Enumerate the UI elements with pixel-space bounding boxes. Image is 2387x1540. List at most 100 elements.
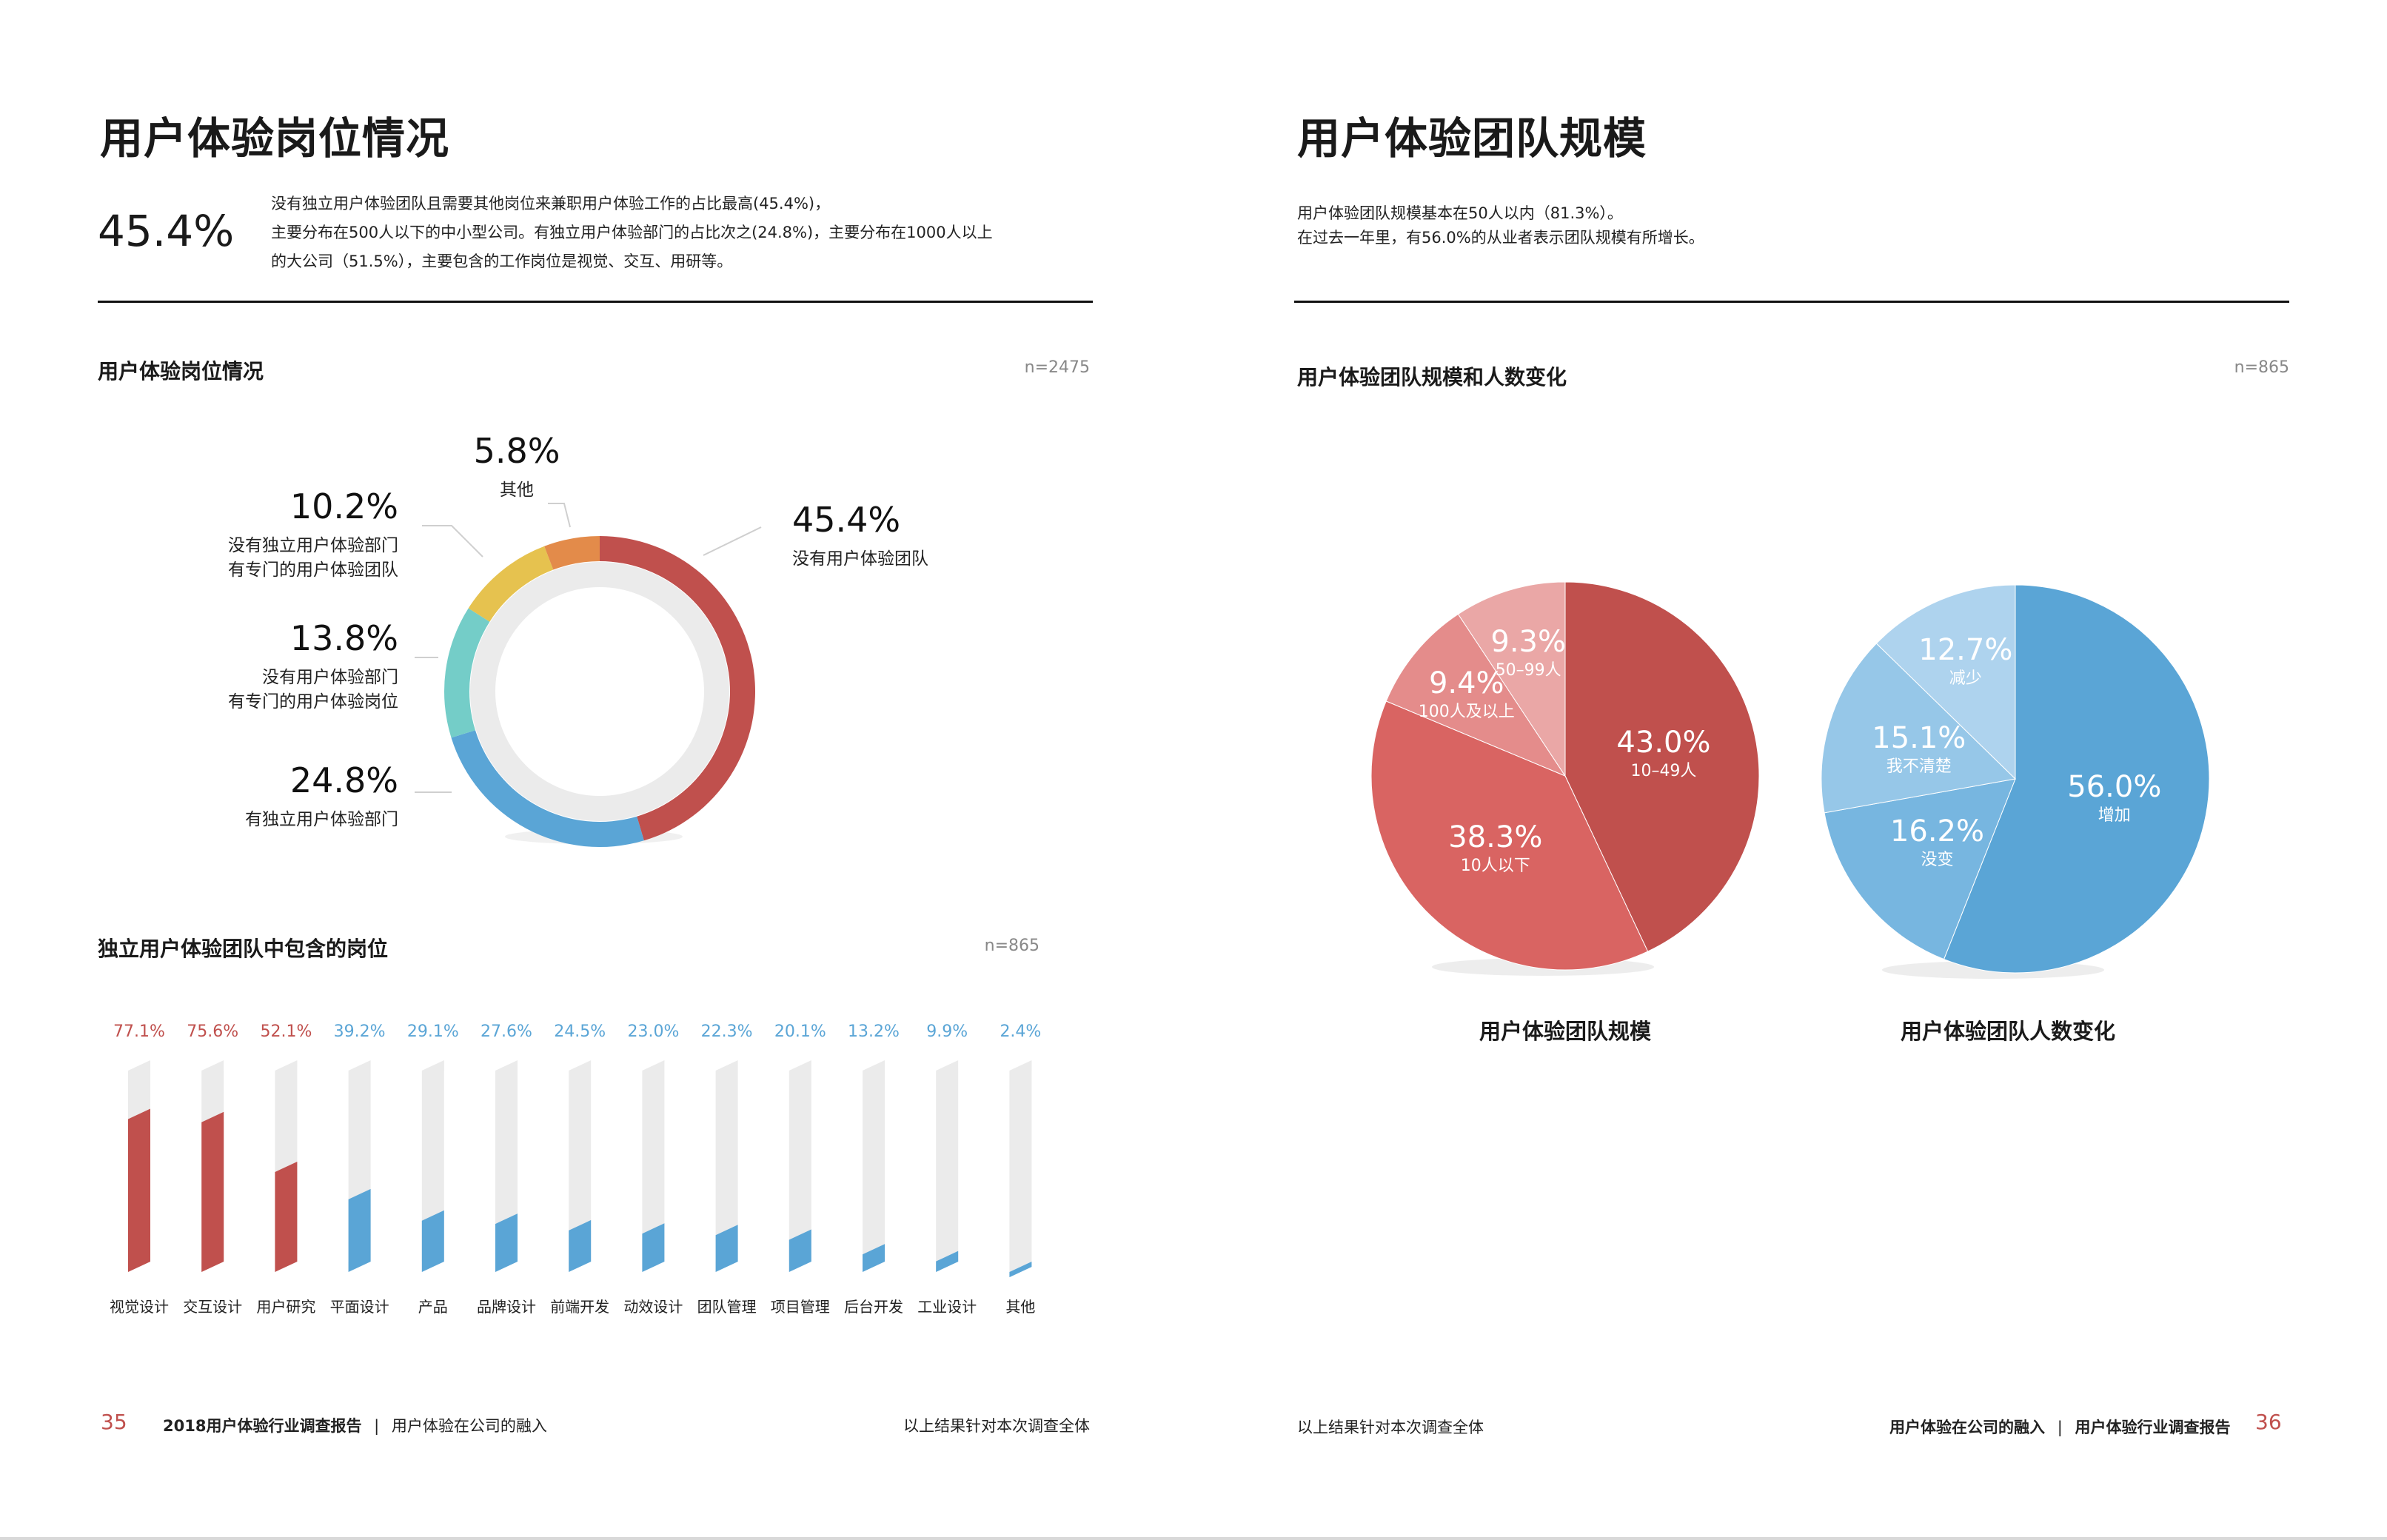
bar-track (715, 1060, 738, 1272)
team-size-pie-title: 用户体验团队规模 (1479, 1019, 1651, 1044)
team-size-pie-label: 43.0% 10–49人 (1616, 725, 1710, 783)
bar-category-label: 项目管理 (771, 1298, 830, 1316)
right-divider (1294, 301, 2289, 303)
team-change-pie-label: 15.1% 我不清楚 (1872, 720, 1966, 778)
donut-pct-label: 5.8% (474, 431, 560, 471)
bar-category-label: 品牌设计 (477, 1298, 536, 1316)
bar-category-label: 动效设计 (623, 1298, 683, 1316)
donut-category-label: 没有独立用户体验部门 (228, 536, 398, 555)
team-size-pie-pct-label: 9.3% (1490, 625, 1566, 660)
bar-9 (789, 1229, 811, 1272)
donut-pct-label: 10.2% (290, 486, 398, 526)
bar-3 (348, 1188, 371, 1272)
team-change-pie-slice-1 (1824, 778, 2016, 960)
bar-value-label: 77.1% (113, 1022, 165, 1041)
bar-section-title: 独立用户体验团队中包含的岗位 (98, 937, 389, 961)
right-section-title: 用户体验团队规模和人数变化 (1297, 365, 1567, 389)
bar-value-label: 52.1% (260, 1022, 312, 1041)
bar-2 (275, 1161, 298, 1272)
donut-slice-1 (451, 730, 644, 847)
bar-sample-size: n=865 (984, 937, 1040, 955)
bar-category-label: 用户研究 (256, 1298, 315, 1316)
donut-pct-label: 13.8% (290, 618, 398, 658)
right-page-number: 36 (2255, 1410, 2282, 1434)
right-footer-report: 用户体验行业调查报告 (2075, 1419, 2231, 1436)
bar-category-label: 平面设计 (330, 1298, 389, 1316)
left-footer-divider: | (374, 1417, 380, 1435)
right-sample-size: n=865 (2234, 358, 2289, 377)
bar-value-label: 29.1% (407, 1022, 459, 1041)
donut-inner-track (470, 562, 729, 821)
team-size-pie-category-label: 50–99人 (1495, 661, 1561, 680)
donut-pct-label: 45.4% (792, 500, 900, 540)
left-summary-line: 没有独立用户体验团队且需要其他岗位来兼职用户体验工作的占比最高(45.4%)， (271, 195, 831, 212)
bar-8 (715, 1225, 738, 1272)
bar-0 (128, 1108, 150, 1272)
team-change-pie-category-label: 我不清楚 (1886, 757, 1952, 776)
bar-value-label: 9.9% (926, 1022, 968, 1041)
left-footer-report: 2018用户体验行业调查报告 (163, 1417, 362, 1435)
bar-chart: 77.1% 视觉设计 75.6% 交互设计 52.1% 用户研究 39.2% 平面设计 29.1… (110, 1022, 1041, 1316)
page-bottom-edge (0, 1537, 2387, 1540)
bar-track (789, 1060, 811, 1272)
team-size-pie-pct-label: 9.4% (1428, 666, 1504, 700)
donut-leader-line (703, 526, 762, 556)
left-summary-line: 的大公司（51.5%），主要包含的工作岗位是视觉、交互、用研等。 (271, 252, 733, 270)
team-change-pie-pct-label: 16.2% (1889, 814, 1985, 849)
team-change-pie-pct-label: 12.7% (1918, 632, 2013, 667)
donut-category-label: 有专门的用户体验团队 (228, 560, 398, 580)
team-change-pie-title: 用户体验团队人数变化 (1900, 1019, 2115, 1044)
bar-category-label: 产品 (418, 1298, 448, 1316)
bar-10 (863, 1244, 885, 1272)
donut-leader-line (422, 525, 483, 558)
bar-track (936, 1060, 959, 1272)
team-change-pie-label: 12.7% 减少 (1918, 632, 2012, 690)
team-change-pie-slice-2 (1821, 643, 2017, 814)
team-size-pie-pct-label: 43.0% (1616, 726, 1711, 760)
team-size-pie-label: 38.3% 10人以下 (1448, 820, 1542, 877)
left-footer-chapter: 用户体验在公司的融入 (391, 1417, 547, 1435)
right-footer-chapter: 用户体验在公司的融入 (1889, 1419, 2045, 1436)
donut-category-label: 没有用户体验部门 (262, 668, 398, 687)
team-size-pie-pct-label: 38.3% (1448, 820, 1543, 855)
team-change-pie-slice-0 (1943, 584, 2210, 974)
bar-6 (569, 1219, 592, 1272)
donut-pct-label: 24.8% (290, 760, 398, 800)
bar-4 (421, 1210, 444, 1272)
donut-slice-2 (444, 608, 490, 738)
team-change-pie-slice-3 (1875, 584, 2016, 780)
bar-1 (201, 1111, 224, 1272)
bar-value-label: 13.2% (848, 1022, 900, 1041)
team-size-pie-label: 9.3% 50–99人 (1490, 624, 1566, 682)
team-size-pie-slice-3 (1457, 581, 1566, 777)
left-page-title: 用户体验岗位情况 (100, 113, 450, 164)
right-summary-line: 用户体验团队规模基本在50人以内（81.3%）。 (1297, 204, 1623, 222)
bar-category-label: 工业设计 (917, 1298, 977, 1316)
team-size-pie-slice-1 (1370, 700, 1649, 971)
bar-category-label: 交互设计 (183, 1298, 242, 1316)
bar-category-label: 团队管理 (697, 1298, 757, 1316)
right-footer-note: 以上结果针对本次调查全体 (1297, 1419, 1484, 1436)
donut-sample-size: n=2475 (1024, 358, 1090, 377)
donut-leader-line (548, 503, 571, 528)
donut-category-label: 有独立用户体验部门 (245, 810, 398, 829)
right-summary: 用户体验团队规模基本在50人以内（81.3%）。 在过去一年里，有56.0%的从… (1297, 201, 1704, 250)
bar-12 (1009, 1262, 1032, 1278)
team-size-pie-category-label: 100人及以上 (1418, 702, 1515, 721)
donut-slice-3 (468, 546, 554, 622)
right-summary-line: 在过去一年里，有56.0%的从业者表示团队规模有所增长。 (1297, 229, 1704, 247)
right-page-title: 用户体验团队规模 (1297, 113, 1647, 164)
bar-value-label: 24.5% (554, 1022, 606, 1041)
team-change-pie-pct-label: 15.1% (1872, 720, 1966, 755)
donut-slice-4 (544, 536, 600, 570)
bar-category-label: 其他 (1005, 1298, 1035, 1316)
team-change-pie-category-label: 增加 (2098, 806, 2131, 825)
bar-track (863, 1060, 885, 1272)
bar-track (1009, 1060, 1032, 1272)
team-size-pie-category-label: 10人以下 (1460, 857, 1530, 876)
bar-5 (495, 1213, 518, 1272)
bar-7 (642, 1223, 665, 1272)
donut-category-label: 有专门的用户体验岗位 (228, 692, 398, 712)
team-change-pie-label: 16.2% 没变 (1890, 814, 1984, 871)
donut-chart: 45.4% 没有用户体验团队 24.8% 有独立用户体验部门 13.8% 没有用户体验部门… (228, 431, 928, 847)
